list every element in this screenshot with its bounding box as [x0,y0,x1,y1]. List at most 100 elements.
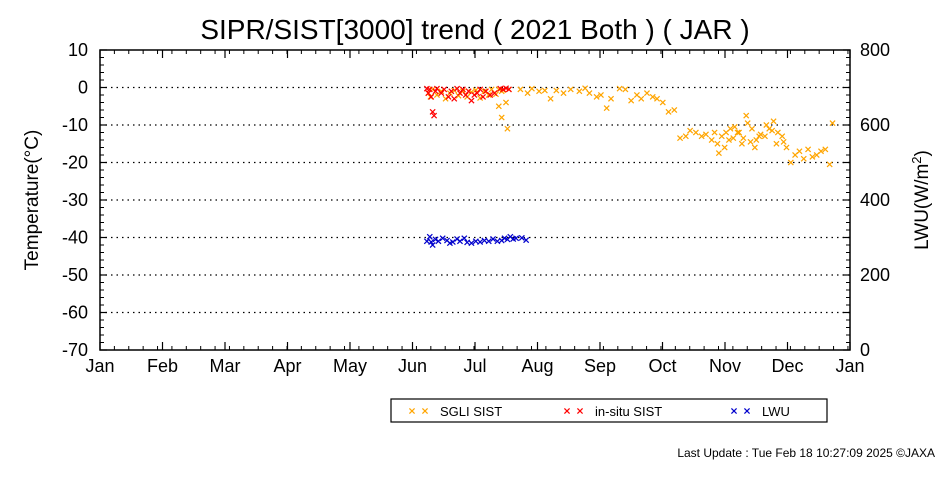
legend-item: SGLI SIST [408,404,502,419]
data-point [468,240,475,247]
data-point [426,86,433,93]
data-point [659,99,666,106]
y2-tick-label: 200 [860,265,890,285]
legend-item: LWU [730,404,790,419]
x-tick-label: Sep [584,356,616,376]
data-point [441,86,448,93]
data-point [439,235,446,242]
y-axis-label: Temperature(°C) [22,130,43,271]
data-point [603,105,610,112]
data-point [721,144,728,151]
data-point [474,90,481,97]
data-point [485,238,492,245]
data-point [796,148,803,155]
data-point [740,135,747,142]
data-point [462,91,469,99]
data-point [479,93,487,100]
data-point [616,85,623,92]
data-point [429,241,436,249]
data-point [671,106,678,114]
data-point [597,91,604,99]
data-point [477,86,484,93]
data-point [714,140,721,147]
data-point [622,86,629,93]
data-point [649,93,656,100]
data-point [730,135,737,142]
data-point [800,155,807,162]
x-tick-label: Nov [709,356,741,376]
data-point [682,133,689,140]
data-point [787,159,794,166]
data-point [770,118,777,125]
data-point [560,90,567,97]
series-sgli-sist [425,85,836,168]
data-point [459,86,466,93]
data-point [586,90,593,97]
data-point [513,235,520,242]
data-point [490,235,497,243]
data-point [753,136,760,144]
data-point [433,85,440,92]
data-point [491,90,498,97]
y-tick-label: 0 [78,78,88,98]
data-point [743,112,750,119]
data-point [504,125,511,132]
data-point [826,161,833,168]
legend-label: SGLI SIST [440,404,502,419]
data-point [711,129,718,136]
y2-tick-label: 0 [860,340,870,360]
x-tick-label: Jan [85,356,114,376]
data-point [687,127,694,134]
data-point [738,140,745,147]
data-point [477,238,484,246]
data-point [426,233,433,240]
legend-marker [743,407,751,415]
data-point [428,238,435,246]
y-tick-label: -50 [62,265,88,285]
data-point [638,95,645,102]
data-point [432,236,439,243]
data-point [536,88,543,95]
data-point [465,88,472,95]
data-point [461,235,468,242]
data-point [734,129,741,136]
x-tick-label: Jan [835,356,864,376]
data-point [822,146,829,153]
data-point [756,133,763,140]
x-tick-label: Feb [147,356,178,376]
data-point [449,238,456,246]
data-point [547,95,554,102]
y2-axis-label: LWU(W/m2) [909,150,934,250]
y-tick-label: -40 [62,228,88,248]
data-point [780,138,787,145]
data-point [751,144,758,151]
data-point [805,146,812,153]
data-point [425,90,432,97]
data-point [692,129,699,136]
data-point [715,150,722,157]
data-point [628,97,635,104]
legend-item: in-situ SIST [563,404,662,419]
grid [100,86,850,314]
data-point [495,103,502,110]
data-point [779,133,786,140]
y2-tick-label: 600 [860,115,890,135]
y-tick-label: -10 [62,115,88,135]
legend-marker [421,407,429,415]
x-tick-label: Aug [521,356,553,376]
legend-label: LWU [762,404,790,419]
legend-marker [408,407,416,415]
last-update-text: Last Update : Tue Feb 18 10:27:09 2025 ©… [677,446,935,460]
data-point [567,86,574,93]
series-lwu [423,233,530,249]
data-point [523,237,530,244]
x-tick-label: Apr [273,356,301,376]
y-tick-label: -70 [62,340,88,360]
y-tick-label: 10 [68,40,88,60]
axes: 100-10-20-30-40-50-60-708006004002000Jan… [62,40,890,376]
data-point [809,153,816,160]
data-point [607,95,615,102]
data-point [665,108,672,115]
data-point [429,108,436,115]
